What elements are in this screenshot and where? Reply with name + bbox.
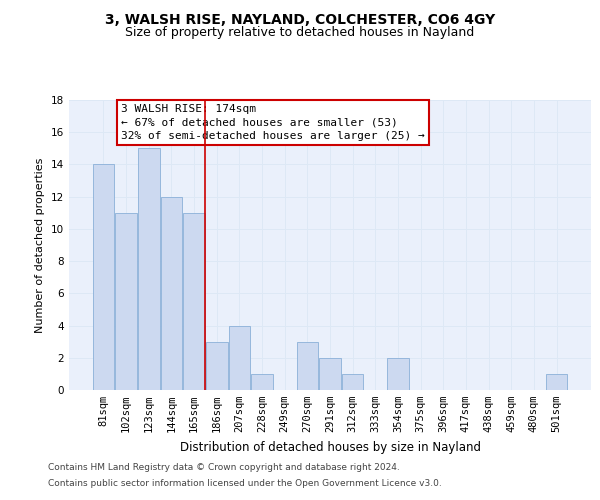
Bar (206, 342, 227, 390)
Bar (319, 358, 341, 390)
Bar (115, 213, 137, 390)
Bar (251, 374, 273, 390)
Bar (93, 164, 114, 390)
Bar (296, 342, 318, 390)
Bar (138, 148, 160, 390)
Bar (229, 326, 250, 390)
Text: Contains public sector information licensed under the Open Government Licence v3: Contains public sector information licen… (48, 478, 442, 488)
Text: 3, WALSH RISE, NAYLAND, COLCHESTER, CO6 4GY: 3, WALSH RISE, NAYLAND, COLCHESTER, CO6 … (105, 12, 495, 26)
Bar (546, 374, 567, 390)
Text: 3 WALSH RISE: 174sqm
← 67% of detached houses are smaller (53)
32% of semi-detac: 3 WALSH RISE: 174sqm ← 67% of detached h… (121, 104, 425, 141)
Bar (387, 358, 409, 390)
Bar (184, 213, 205, 390)
Bar (342, 374, 364, 390)
X-axis label: Distribution of detached houses by size in Nayland: Distribution of detached houses by size … (179, 440, 481, 454)
Text: Size of property relative to detached houses in Nayland: Size of property relative to detached ho… (125, 26, 475, 39)
Y-axis label: Number of detached properties: Number of detached properties (35, 158, 46, 332)
Text: Contains HM Land Registry data © Crown copyright and database right 2024.: Contains HM Land Registry data © Crown c… (48, 464, 400, 472)
Bar (161, 196, 182, 390)
